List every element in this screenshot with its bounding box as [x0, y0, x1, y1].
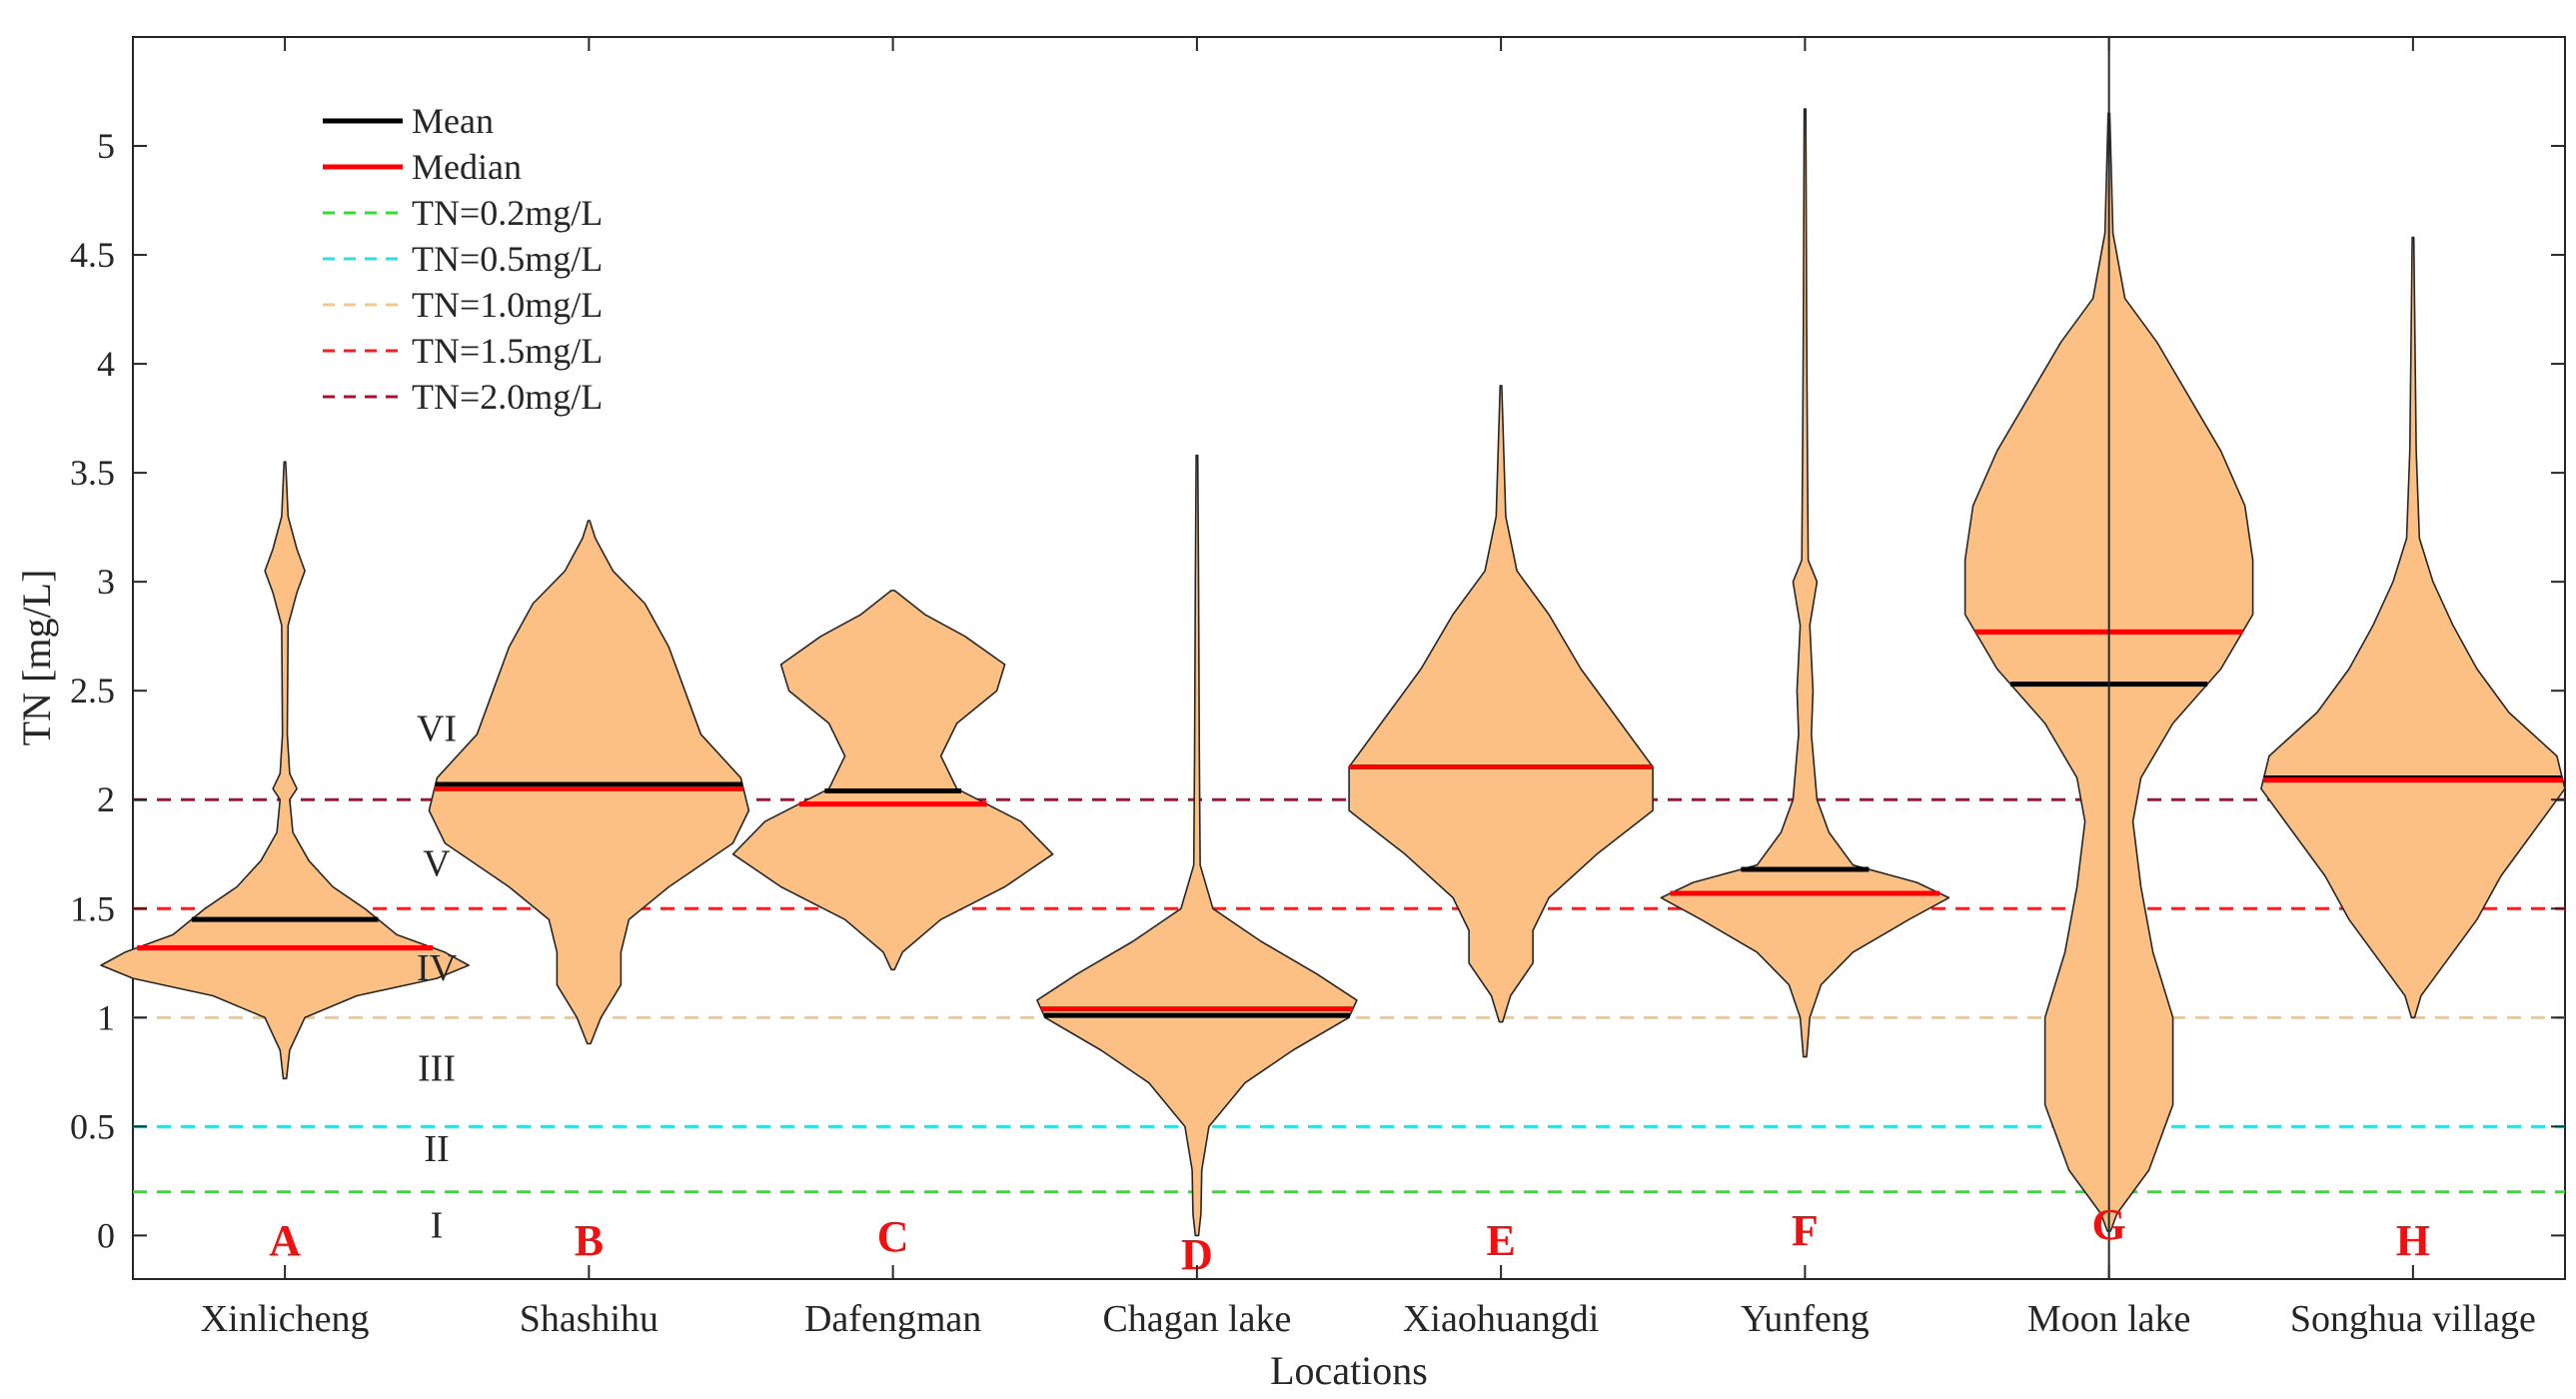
class-label-III: III	[418, 1047, 456, 1089]
x-tick-label: Chagan lake	[1102, 1298, 1291, 1340]
violin-B	[428, 520, 750, 1045]
violin-H	[2260, 236, 2566, 1019]
y-tick-label: 2	[97, 779, 115, 819]
location-letter-G: G	[2092, 1200, 2126, 1249]
x-tick-label: Yunfeng	[1741, 1298, 1870, 1340]
y-tick-label: 4	[97, 344, 115, 384]
x-axis: Xinlicheng Shashihu Dafengman Chagan lake Xi…	[201, 37, 2536, 1340]
y-tick-label: 1.5	[70, 888, 115, 928]
x-tick-label: Dafengman	[804, 1298, 981, 1340]
x-axis-title: Locations	[1270, 1348, 1428, 1393]
legend-label: TN=1.0mg/L	[412, 285, 603, 325]
violin-body	[2260, 236, 2566, 1019]
y-axis: 0 0.5 1 1.5 2 2.5 3 3.5 4 4.5 5	[70, 126, 2565, 1255]
y-tick-label: 5	[97, 126, 115, 166]
location-letter-F: F	[1792, 1206, 1819, 1255]
y-tick-label: 0	[97, 1215, 115, 1255]
violin-D	[1036, 454, 1358, 1237]
location-letter-A: A	[269, 1216, 301, 1265]
violin-E	[1348, 385, 1654, 1023]
legend-label: TN=0.2mg/L	[412, 193, 603, 233]
legend-label: TN=0.5mg/L	[412, 239, 603, 279]
legend-label: Mean	[412, 101, 494, 141]
x-tick-label: Xiaohuangdi	[1403, 1298, 1599, 1340]
location-letter-C: C	[877, 1212, 909, 1261]
y-tick-label: 2.5	[70, 671, 115, 710]
class-label-I: I	[431, 1204, 444, 1246]
x-tick-label: Songhua village	[2290, 1298, 2536, 1340]
class-label-II: II	[424, 1128, 449, 1170]
class-label-V: V	[423, 842, 451, 884]
violin-body	[731, 590, 1054, 971]
legend: Mean Median TN=0.2mg/L TN=0.5mg/L TN=1.0mg/L…	[323, 101, 603, 417]
y-tick-label: 4.5	[70, 235, 115, 275]
y-tick-label: 3.5	[70, 453, 115, 493]
violin-A	[100, 461, 470, 1080]
violin-body	[1348, 385, 1654, 1023]
location-letter-H: H	[2396, 1216, 2430, 1265]
y-tick-label: 1	[97, 997, 115, 1037]
class-label-IV: IV	[417, 947, 458, 989]
violin-C	[731, 590, 1054, 971]
x-tick-label: Xinlicheng	[201, 1298, 370, 1340]
y-tick-label: 0.5	[70, 1106, 115, 1146]
legend-label: TN=1.5mg/L	[412, 331, 603, 371]
x-tick-label: Shashihu	[520, 1298, 658, 1340]
violin-F	[1660, 108, 1950, 1058]
x-tick-label: Moon lake	[2027, 1298, 2191, 1340]
legend-label: TN=2.0mg/L	[412, 377, 603, 417]
class-label-VI: VI	[417, 707, 457, 749]
violin-body	[1036, 454, 1358, 1237]
location-letter-E: E	[1486, 1216, 1515, 1265]
y-tick-label: 3	[97, 562, 115, 602]
violin-body	[1660, 108, 1950, 1058]
legend-label: Median	[412, 147, 522, 187]
y-axis-title: TN [mg/L]	[14, 570, 59, 746]
location-letter-B: B	[575, 1216, 604, 1265]
